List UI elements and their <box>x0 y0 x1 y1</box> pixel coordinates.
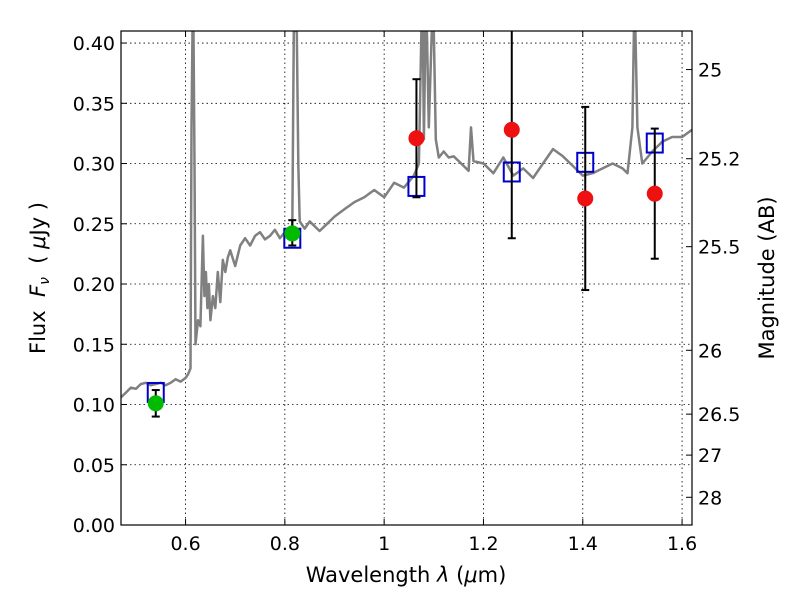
x-tick-label: 0.6 <box>170 533 200 555</box>
y2-tick-label: 27 <box>698 445 722 467</box>
y2-tick-label: 26.5 <box>698 404 740 426</box>
y2-axis-label: Magnitude (AB) <box>755 196 779 359</box>
observed-optical-point <box>147 395 164 412</box>
x-tick-label: 1.2 <box>468 533 498 555</box>
y2-tick-label: 25.5 <box>698 237 740 259</box>
x-tick-label: 0.8 <box>270 533 300 555</box>
y-tick-label: 0.25 <box>73 214 115 236</box>
y-tick-label: 0.30 <box>73 154 115 176</box>
y2-tick-label: 28 <box>698 487 722 509</box>
errorbar-layer <box>147 31 663 418</box>
observed-nearir-point <box>646 185 663 202</box>
y-tick-label: 0.40 <box>73 33 115 55</box>
y2-tick-label: 26 <box>698 340 722 362</box>
x-axis-label: Wavelength λ (μm) <box>306 563 507 587</box>
y-tick-label: 0.35 <box>73 93 115 115</box>
y-tick-label: 0.20 <box>73 274 115 296</box>
y-tick-label: 0.05 <box>73 455 115 477</box>
x-tick-label: 1.4 <box>568 533 598 555</box>
y2-tick-label: 25 <box>698 60 722 82</box>
plot-frame <box>120 30 693 526</box>
y-tick-label: 0.00 <box>73 515 115 537</box>
axis-ticks: 0.6 0.8 1 1.2 1.4 1.6 0.00 0.05 0.10 0.15 0.20 0.25… <box>73 31 740 555</box>
y-axis-label: Flux Fν ( μJy ) <box>26 202 53 354</box>
x-tick-label: 1.6 <box>667 533 697 555</box>
observed-nearir-point <box>408 130 425 147</box>
observed-optical-point <box>284 225 301 242</box>
observed-nearir-point <box>503 121 520 138</box>
x-tick-label: 1 <box>378 533 390 555</box>
observed-nearir-point <box>577 190 594 207</box>
template-spectrum-line <box>121 31 692 399</box>
y2-tick-label: 25.2 <box>698 149 740 171</box>
y-tick-label: 0.10 <box>73 395 115 417</box>
y-tick-label: 0.15 <box>73 334 115 356</box>
